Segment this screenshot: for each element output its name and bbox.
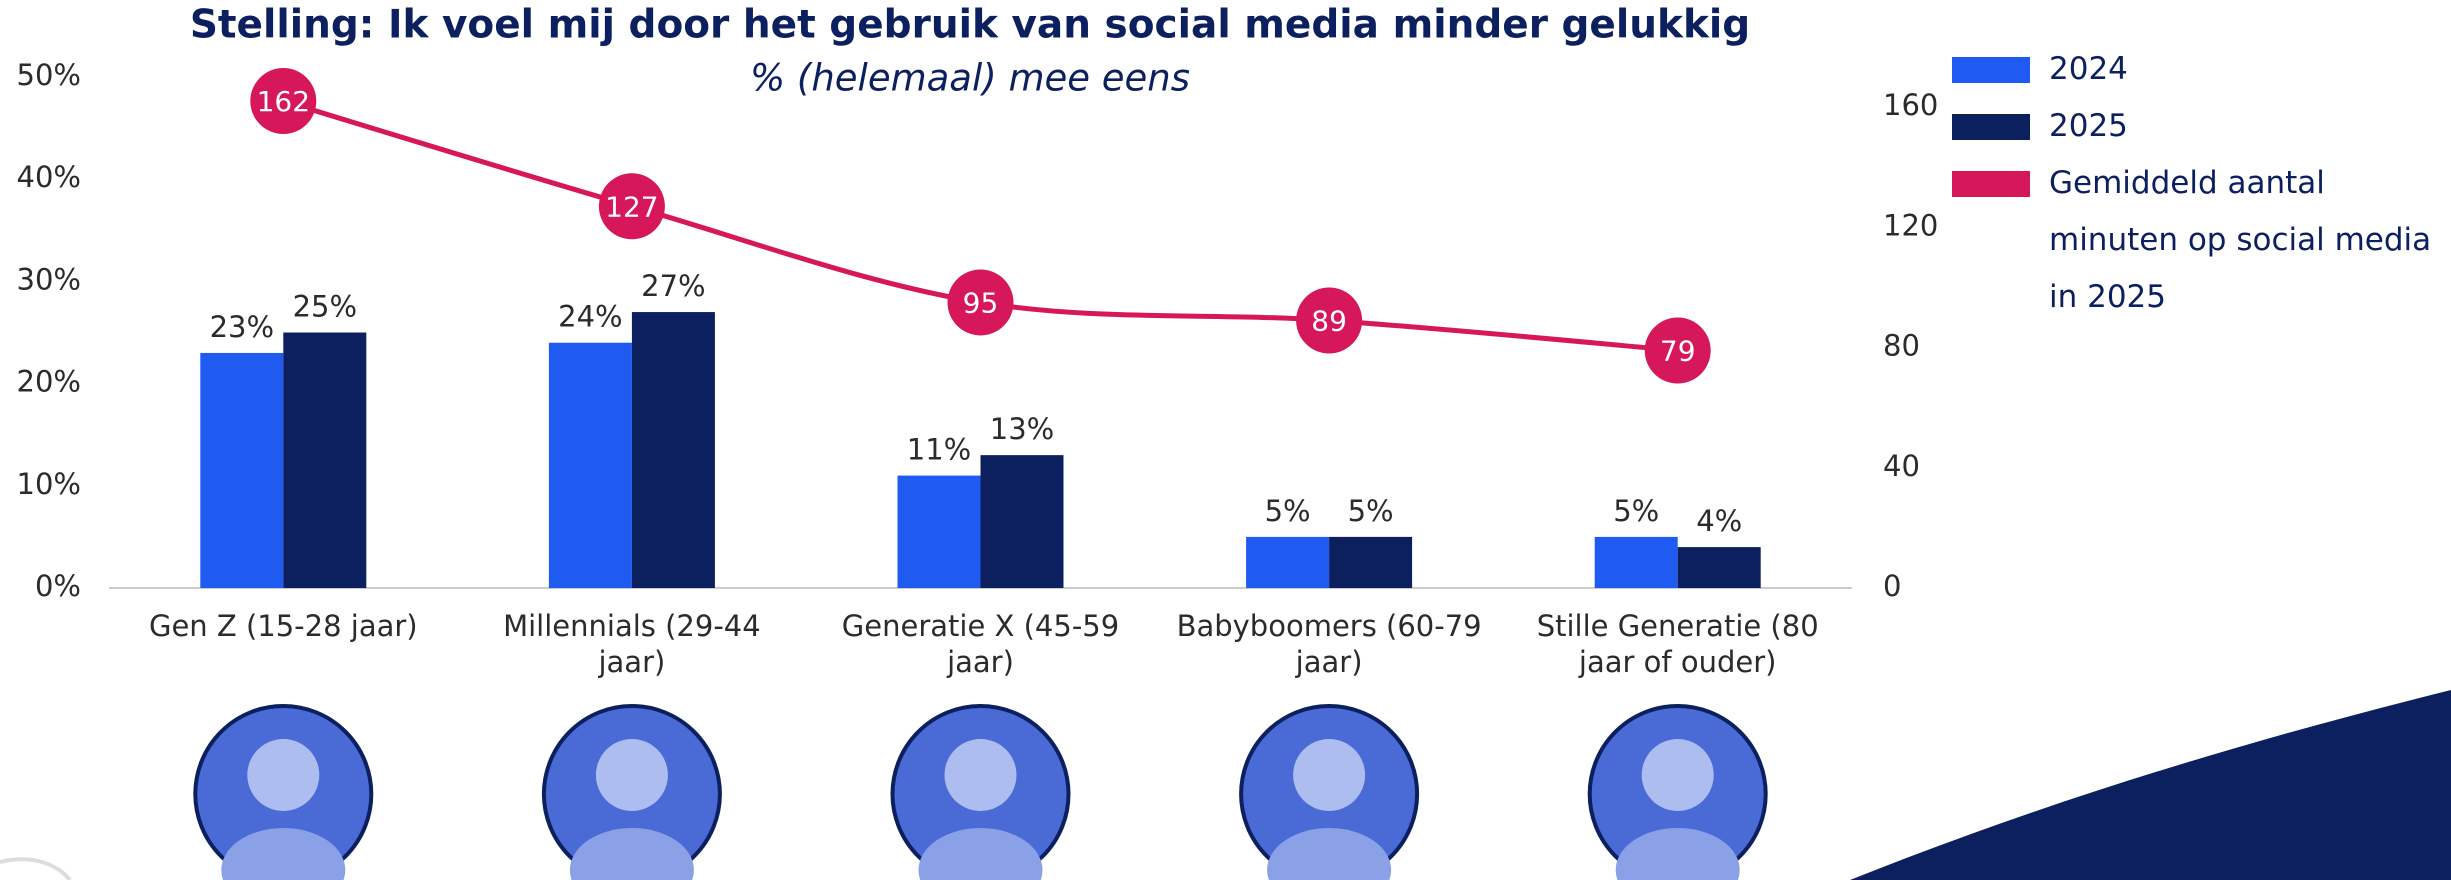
legend-swatch — [1952, 114, 2030, 140]
value-label: 27% — [641, 269, 705, 303]
line-value-label: 127 — [605, 190, 658, 223]
y-tick-label: 10% — [17, 467, 81, 501]
y-tick-label: 50% — [17, 58, 81, 92]
page: Stelling: Ik voel mij door het gebruik v… — [0, 0, 2451, 880]
value-label: 13% — [990, 412, 1054, 446]
y-tick-label: 0% — [35, 569, 81, 603]
y-tick-label: 20% — [17, 365, 81, 399]
bar — [1678, 547, 1761, 588]
y2-tick-label: 0 — [1883, 569, 1901, 603]
legend-label: Gemiddeld aantal minuten op social media… — [2049, 155, 2449, 326]
value-label: 24% — [558, 300, 622, 334]
bar — [981, 455, 1064, 588]
photo-head — [1642, 739, 1714, 811]
x-tick-label: Generatie X (45-59 jaar) — [816, 608, 1146, 680]
legend-label: 2024 — [2049, 41, 2449, 98]
x-tick-label: Babyboomers (60-79 jaar) — [1164, 608, 1494, 680]
y-tick-label: 30% — [17, 262, 81, 296]
legend-swatch — [1952, 171, 2030, 197]
value-label: 4% — [1696, 504, 1742, 538]
photo-head — [247, 739, 319, 811]
bar — [283, 333, 366, 589]
photo-head — [945, 739, 1017, 811]
line-value-label: 162 — [257, 85, 310, 118]
line-value-label: 95 — [963, 286, 999, 319]
decor-curve — [0, 859, 70, 880]
bar — [1595, 537, 1678, 588]
legend-swatch — [1952, 57, 2030, 83]
y2-tick-label: 80 — [1883, 329, 1920, 363]
bar — [549, 343, 632, 588]
bar — [632, 312, 715, 588]
value-label: 5% — [1265, 494, 1311, 528]
value-label: 25% — [293, 290, 357, 324]
y-tick-label: 40% — [17, 160, 81, 194]
x-tick-label: Gen Z (15-28 jaar) — [118, 608, 448, 644]
bar — [200, 353, 283, 588]
value-label: 11% — [907, 433, 971, 467]
value-label: 5% — [1613, 494, 1659, 528]
chart-title: Stelling: Ik voel mij door het gebruik v… — [190, 3, 1750, 48]
photo-head — [596, 739, 668, 811]
y2-tick-label: 120 — [1883, 208, 1938, 242]
value-label: 23% — [210, 310, 274, 344]
line-value-label: 89 — [1311, 304, 1347, 337]
x-tick-label: Stille Generatie (80 jaar of ouder) — [1513, 608, 1843, 680]
decor-swoosh — [1850, 690, 2451, 880]
line-value-label: 79 — [1660, 335, 1696, 368]
y2-tick-label: 40 — [1883, 449, 1920, 483]
y2-tick-label: 160 — [1883, 88, 1938, 122]
value-label: 5% — [1348, 494, 1394, 528]
bar — [1329, 537, 1412, 588]
legend-label: 2025 — [2049, 98, 2449, 155]
chart-subtitle: % (helemaal) mee eens — [750, 57, 1190, 100]
bar — [1246, 537, 1329, 588]
photo-head — [1293, 739, 1365, 811]
x-tick-label: Millennials (29-44 jaar) — [467, 608, 797, 680]
bar — [898, 476, 981, 588]
